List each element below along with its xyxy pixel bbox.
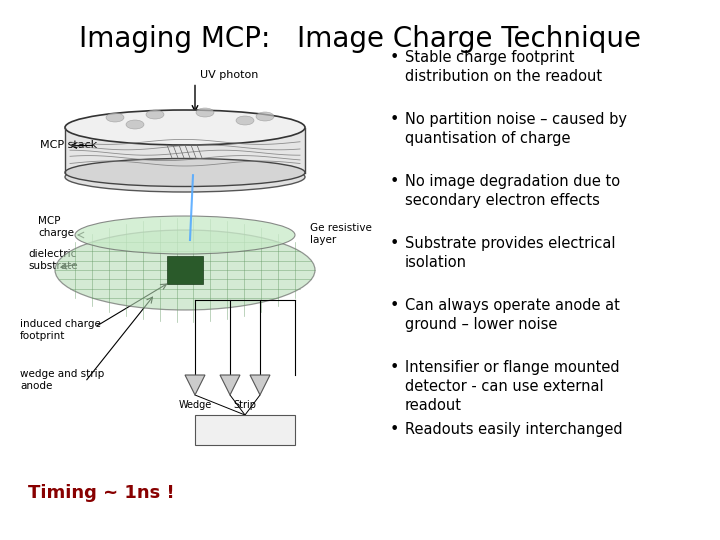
Text: Timing ~ 1ns !: Timing ~ 1ns ! [28, 484, 175, 502]
Text: MCP stack: MCP stack [40, 140, 97, 151]
Ellipse shape [65, 162, 305, 192]
Ellipse shape [256, 112, 274, 121]
Text: Readouts easily interchanged: Readouts easily interchanged [405, 422, 623, 437]
Text: •: • [390, 360, 400, 375]
Text: MCP
charge: MCP charge [38, 216, 74, 238]
Bar [167, 256, 203, 284]
FancyBboxPatch shape [65, 130, 305, 179]
Text: No partition noise – caused by
quantisation of charge: No partition noise – caused by quantisat… [405, 112, 627, 146]
Text: Intensifier or flange mounted
detector - can use external
readout: Intensifier or flange mounted detector -… [405, 360, 620, 414]
Text: •: • [390, 298, 400, 313]
Text: UV photon: UV photon [200, 70, 258, 79]
Text: Strip: Strip [233, 400, 256, 410]
Ellipse shape [65, 110, 305, 145]
Ellipse shape [196, 108, 214, 117]
Ellipse shape [75, 216, 295, 254]
Text: Can always operate anode at
ground – lower noise: Can always operate anode at ground – low… [405, 298, 620, 332]
Ellipse shape [236, 116, 254, 125]
Text: No image degradation due to
secondary electron effects: No image degradation due to secondary el… [405, 174, 620, 208]
Polygon shape [250, 375, 270, 395]
Ellipse shape [146, 110, 164, 119]
Polygon shape [220, 375, 240, 395]
Text: induced charge
footprint: induced charge footprint [20, 319, 101, 341]
Ellipse shape [65, 159, 305, 186]
Text: Wedge: Wedge [179, 400, 212, 410]
Text: wedge and strip
anode: wedge and strip anode [20, 369, 104, 391]
Text: Imaging MCP:   Image Charge Technique: Imaging MCP: Image Charge Technique [79, 25, 641, 53]
Bar [195, 415, 295, 445]
Text: dielectric
substrate: dielectric substrate [28, 249, 78, 271]
Ellipse shape [106, 113, 124, 122]
Text: Ge resistive
layer: Ge resistive layer [310, 223, 372, 245]
Text: •: • [390, 112, 400, 127]
Ellipse shape [55, 230, 315, 310]
Polygon shape [65, 127, 305, 172]
Text: •: • [390, 422, 400, 437]
Text: •: • [390, 174, 400, 189]
Text: •: • [390, 50, 400, 65]
Text: processing
electronics: processing electronics [218, 419, 271, 441]
Text: •: • [390, 236, 400, 251]
Text: Stable charge footprint
distribution on the readout: Stable charge footprint distribution on … [405, 50, 602, 84]
Ellipse shape [126, 120, 144, 129]
Text: Substrate provides electrical
isolation: Substrate provides electrical isolation [405, 236, 616, 270]
Polygon shape [185, 375, 205, 395]
